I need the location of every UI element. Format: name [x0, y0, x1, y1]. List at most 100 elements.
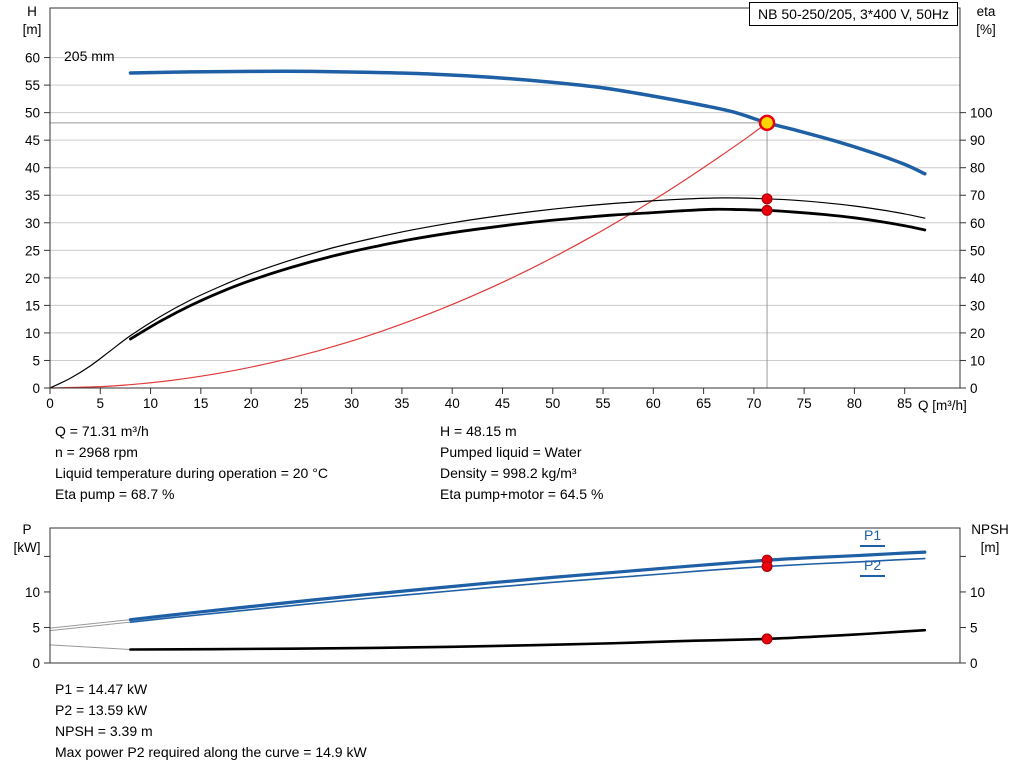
- eta-pump-curve: [49, 197, 926, 389]
- x-tick-label: 10: [143, 396, 158, 411]
- y-right-tick-label: 30: [970, 298, 985, 313]
- y-left-tick-label: 45: [25, 133, 40, 148]
- y-left-tick-label: 55: [25, 78, 40, 93]
- duty-liquid-temp: Liquid temperature during operation = 20…: [55, 465, 328, 481]
- eta-pump-motor-curve: [129, 207, 927, 341]
- y-left-tick-label: 25: [25, 243, 40, 258]
- duty-info-left: Q = 71.31 m³/h n = 2968 rpm Liquid tempe…: [55, 421, 328, 505]
- y-right-tick-label: 10: [970, 585, 985, 600]
- y-left-tick-label: 50: [25, 106, 40, 121]
- y-right-tick-label: 5: [970, 620, 978, 635]
- x-tick-label: 20: [244, 396, 259, 411]
- y-left-tick-label: 35: [25, 188, 40, 203]
- x-tick-label: 75: [797, 396, 812, 411]
- x-tick-label: 60: [646, 396, 661, 411]
- x-tick-label: 80: [847, 396, 862, 411]
- system-curve: [49, 122, 768, 389]
- head-eta-chart: 0 5 10 15 20 25 30 35 40 45 50 55 60 65 70 75 80 85 0 5 10 15…: [25, 7, 993, 411]
- duty-pumped-liquid: Pumped liquid = Water: [440, 444, 582, 460]
- p2-curve-label: P2: [860, 557, 886, 577]
- x-tick-label: 5: [97, 396, 105, 411]
- y-right-tick-label: 60: [970, 216, 985, 231]
- npsh-axis-label: NPSH [m]: [962, 521, 1018, 557]
- y-left-tick-label: 5: [32, 353, 40, 368]
- y-left-tick-label: 30: [25, 216, 40, 231]
- duty-point-marker: [758, 114, 776, 132]
- y-left-tick-label: 10: [25, 326, 40, 341]
- x-tick-label: 25: [294, 396, 309, 411]
- y-left-tick-label: 0: [32, 656, 40, 671]
- curve-point-marker: [761, 193, 773, 205]
- x-tick-label: 50: [545, 396, 560, 411]
- h-axis-label: H [m]: [14, 3, 50, 39]
- power-info: P1 = 14.47 kW P2 = 13.59 kW NPSH = 3.39 …: [55, 679, 367, 763]
- p2-lead-in: [49, 621, 131, 632]
- y-right-tick-label: 70: [970, 188, 985, 203]
- p1-lead-in: [49, 619, 131, 629]
- y-right-tick-label: 80: [970, 161, 985, 176]
- x-tick-label: 85: [897, 396, 912, 411]
- npsh-axis-unit: [m]: [980, 540, 1000, 555]
- y-right-tick-label: 50: [970, 243, 985, 258]
- p1-curve: [128, 550, 927, 622]
- y-right-tick-label: 0: [970, 656, 978, 671]
- y-right-tick-label: 40: [970, 271, 985, 286]
- eta-axis-label: eta [%]: [964, 3, 1008, 39]
- x-tick-label: 70: [746, 396, 761, 411]
- x-tick-label: 30: [344, 396, 359, 411]
- power-npsh-chart: 0 5 10 0 5 10: [25, 527, 985, 671]
- y-right-tick-label: 10: [970, 353, 985, 368]
- p-axis-unit: [kW]: [13, 540, 41, 555]
- h-axis-unit: [m]: [22, 22, 42, 37]
- p-axis-label: P [kW]: [6, 521, 48, 557]
- y-right-tick-label: 20: [970, 326, 985, 341]
- curve-point-marker: [761, 560, 773, 572]
- y-right-tick-label: 90: [970, 133, 985, 148]
- h-axis-title: H: [27, 4, 37, 19]
- npsh-result: NPSH = 3.39 m: [55, 723, 153, 739]
- p1-result: P1 = 14.47 kW: [55, 681, 148, 697]
- x-tick-label: 35: [394, 396, 409, 411]
- duty-h-value: H = 48.15 m: [440, 423, 517, 439]
- duty-eta-pump-motor: Eta pump+motor = 64.5 %: [440, 486, 604, 502]
- x-tick-label: 55: [596, 396, 611, 411]
- x-tick-label: 45: [495, 396, 510, 411]
- eta-axis-title: eta: [976, 4, 996, 19]
- y-left-tick-label: 60: [25, 51, 40, 66]
- max-power-result: Max power P2 required along the curve = …: [55, 744, 367, 760]
- x-tick-label: 40: [445, 396, 460, 411]
- duty-speed-value: n = 2968 rpm: [55, 444, 138, 460]
- plot-frame: [49, 527, 961, 664]
- npsh-axis-title: NPSH: [971, 522, 1009, 537]
- eta-axis-unit: [%]: [976, 22, 996, 37]
- y-left-tick-label: 0: [32, 381, 40, 396]
- pump-type-box: NB 50-250/205, 3*400 V, 50Hz: [749, 2, 958, 26]
- p1-curve-label: P1: [860, 527, 886, 547]
- y-right-tick-label: 0: [970, 381, 978, 396]
- npsh-lead-in: [49, 644, 131, 650]
- impeller-diameter-label: 205 mm: [64, 48, 115, 64]
- duty-q-value: Q = 71.31 m³/h: [55, 423, 149, 439]
- x-tick-label: 15: [193, 396, 208, 411]
- npsh-curve: [129, 628, 927, 651]
- p-axis-title: P: [22, 522, 32, 537]
- duty-eta-pump: Eta pump = 68.7 %: [55, 486, 175, 502]
- plot-frame: [49, 7, 961, 389]
- p2-result: P2 = 13.59 kW: [55, 702, 148, 718]
- q-axis-label: Q [m³/h]: [918, 398, 967, 413]
- p2-curve: [129, 557, 926, 623]
- y-left-tick-label: 20: [25, 271, 40, 286]
- x-tick-label: 65: [696, 396, 711, 411]
- head-curve-205mm: [128, 69, 927, 176]
- y-left-tick-label: 5: [32, 620, 40, 635]
- duty-density: Density = 998.2 kg/m³: [440, 465, 577, 481]
- curve-point-marker: [761, 633, 773, 645]
- duty-info-right: H = 48.15 m Pumped liquid = Water Densit…: [440, 421, 603, 505]
- curve-point-marker: [761, 204, 773, 216]
- y-right-tick-label: 100: [970, 106, 993, 121]
- x-tick-label: 0: [46, 396, 54, 411]
- y-left-tick-label: 10: [25, 585, 40, 600]
- y-left-tick-label: 15: [25, 298, 40, 313]
